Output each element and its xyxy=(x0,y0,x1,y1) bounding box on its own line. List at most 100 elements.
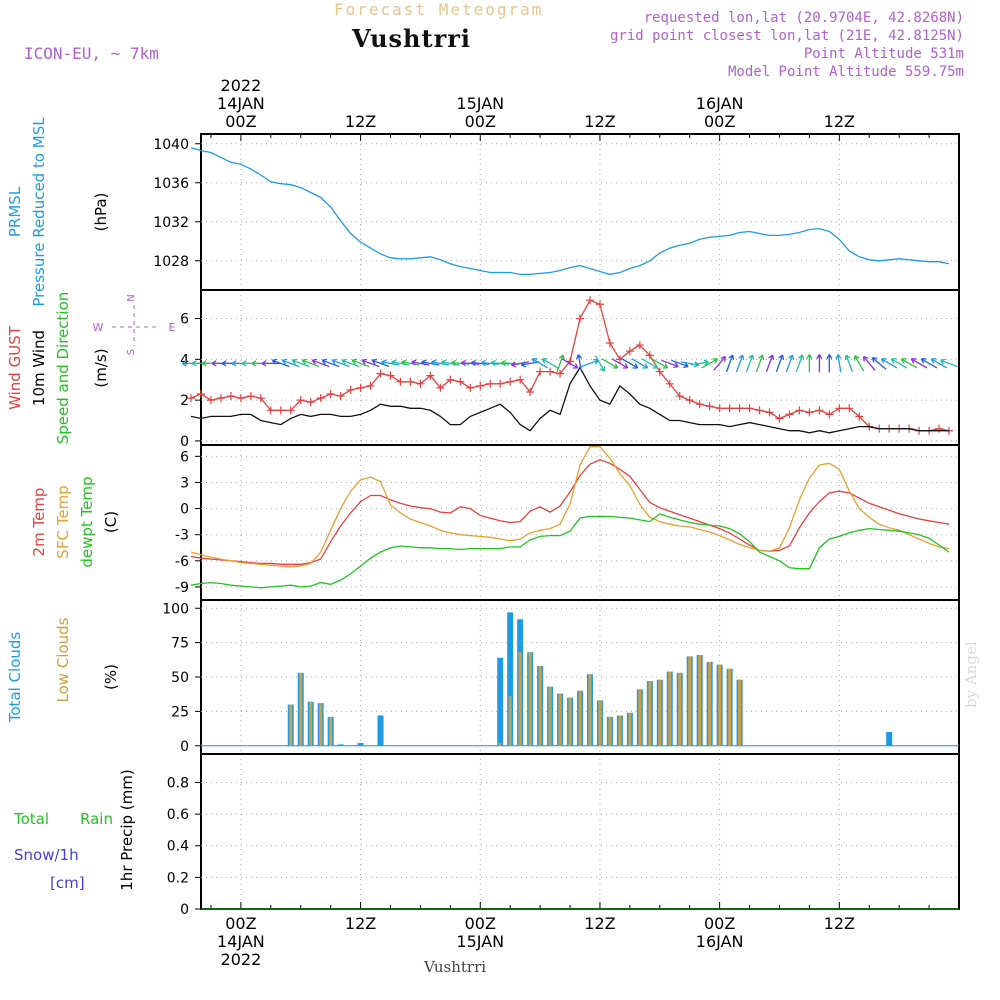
low-clouds-bar xyxy=(329,716,333,746)
low-clouds-bar xyxy=(658,679,662,746)
wind-gust-point xyxy=(226,392,235,401)
wind-gust-point xyxy=(556,369,565,378)
wind-direction-arrow xyxy=(556,354,565,373)
x-tick-label-top: 00Z xyxy=(225,112,256,131)
x-tick-label-top: 12Z xyxy=(824,112,855,131)
total-clouds-bar xyxy=(886,732,893,746)
wind-direction-arrow xyxy=(371,358,390,368)
wind-direction-arrow xyxy=(361,358,380,368)
low-clouds-bar xyxy=(608,716,612,746)
wind-gust-label: Wind GUST xyxy=(6,325,24,410)
wind-gust-point xyxy=(685,396,694,405)
location-title: Vushtrri xyxy=(352,24,471,53)
wind-gust-point xyxy=(835,404,844,413)
wind-direction-arrow xyxy=(806,354,813,373)
wind-gust-point xyxy=(366,381,375,390)
x-tick-label-bottom: 12Z xyxy=(345,914,376,933)
wind-gust-point xyxy=(735,404,744,413)
y-tick-label: 0.6 xyxy=(167,807,189,823)
low-clouds-bar xyxy=(568,697,572,746)
wind-gust-point xyxy=(386,371,395,380)
temp-dewpt-series-line xyxy=(190,513,950,589)
wind-direction-arrow xyxy=(401,359,420,366)
wind-direction-arrow xyxy=(490,359,510,367)
wind-gust-point xyxy=(446,375,455,384)
low-clouds-bar xyxy=(668,671,672,746)
x-tick-label-bottom: 15JAN xyxy=(456,932,504,951)
wind-direction-arrow xyxy=(451,359,470,367)
total-clouds-bar xyxy=(507,612,514,746)
y-tick-label: 0 xyxy=(180,434,189,450)
wind-direction-arrow xyxy=(510,361,530,368)
wind-direction-arrow xyxy=(271,358,290,368)
wind-direction-arrow xyxy=(890,358,908,369)
temp-sfc-series-line xyxy=(190,446,950,568)
y-tick-label: 3 xyxy=(180,475,189,491)
temp-unit-label: (C) xyxy=(102,511,120,533)
wind-gust-point xyxy=(376,369,385,378)
x-tick-label-top: 15JAN xyxy=(456,94,504,113)
low-clouds-bar xyxy=(299,672,303,746)
low-clouds-bar xyxy=(598,700,602,746)
x-tick-label-bottom: 12Z xyxy=(584,914,615,933)
wind-gust-point xyxy=(825,410,834,419)
wind-direction-arrow xyxy=(411,359,430,366)
wind-direction-arrow xyxy=(301,358,320,368)
wind-gust-point xyxy=(815,406,824,415)
x-tick-label-top: 00Z xyxy=(704,112,735,131)
low-clouds-label: Low Clouds xyxy=(54,617,72,702)
pressure-label-2: Pressure Reduced to MSL xyxy=(30,117,48,307)
wind-direction-arrow xyxy=(581,358,599,368)
wind-direction-arrow xyxy=(351,358,370,368)
wind-direction-arrow xyxy=(835,354,842,373)
wind-direction-arrow xyxy=(601,358,619,369)
y-tick-label: 0.8 xyxy=(167,775,189,791)
wind-gust-point xyxy=(645,351,654,360)
wind-gust-point xyxy=(426,371,435,380)
wind-gust-point xyxy=(725,404,734,413)
wind-direction-arrow xyxy=(816,354,823,373)
wind-direction-arrow xyxy=(854,355,865,372)
wind-direction-arrow xyxy=(281,358,300,368)
low-clouds-bar xyxy=(728,668,732,746)
footer-location: Vushtrri xyxy=(424,958,487,976)
wind-gust-point xyxy=(655,367,664,376)
wind-gust-point xyxy=(296,396,305,405)
wind-gust-point xyxy=(216,394,225,403)
x-tick-label-top: 00Z xyxy=(465,112,496,131)
wind-gust-point xyxy=(236,394,245,403)
wind-direction-arrow xyxy=(844,354,854,373)
wind-direction-arrow xyxy=(460,359,480,367)
wind-gust-point xyxy=(546,367,555,376)
wind-gust-point xyxy=(605,339,614,348)
low-clouds-bar xyxy=(538,666,542,746)
wind-direction-arrow xyxy=(431,359,450,366)
y-tick-label: 1036 xyxy=(153,176,189,192)
y-tick-label: 1028 xyxy=(153,254,189,270)
y-tick-label: 100 xyxy=(162,601,189,617)
wind-gust-point xyxy=(336,392,345,401)
wind-direction-arrow xyxy=(745,354,755,373)
wind-direction-arrow xyxy=(381,359,400,366)
low-clouds-bar xyxy=(718,664,722,746)
y-tick-label: 0 xyxy=(180,902,189,918)
wind-gust-point xyxy=(715,404,724,413)
point-altitude: Point Altitude 531m xyxy=(803,46,964,62)
y-tick-label: 0 xyxy=(180,502,189,518)
y-tick-label: 1040 xyxy=(153,137,189,153)
x-tick-label-top: 14JAN xyxy=(217,94,265,113)
wind-gust-point xyxy=(775,414,784,423)
total-clouds-bar xyxy=(337,744,344,746)
wind-gust-point xyxy=(795,406,804,415)
wind-direction-arrow xyxy=(631,358,649,369)
wind-gust-point xyxy=(356,383,365,392)
wind-direction-arrow xyxy=(561,358,579,369)
total-clouds-bar xyxy=(357,743,364,746)
wind-direction-arrow xyxy=(641,358,659,369)
y-tick-label: 25 xyxy=(171,704,189,720)
y-tick-label: 6 xyxy=(180,449,189,465)
compass-west: W xyxy=(93,321,104,334)
wind-direction-arrow xyxy=(701,358,719,369)
wind-direction-arrow xyxy=(500,359,520,367)
low-clouds-bar xyxy=(708,661,712,746)
